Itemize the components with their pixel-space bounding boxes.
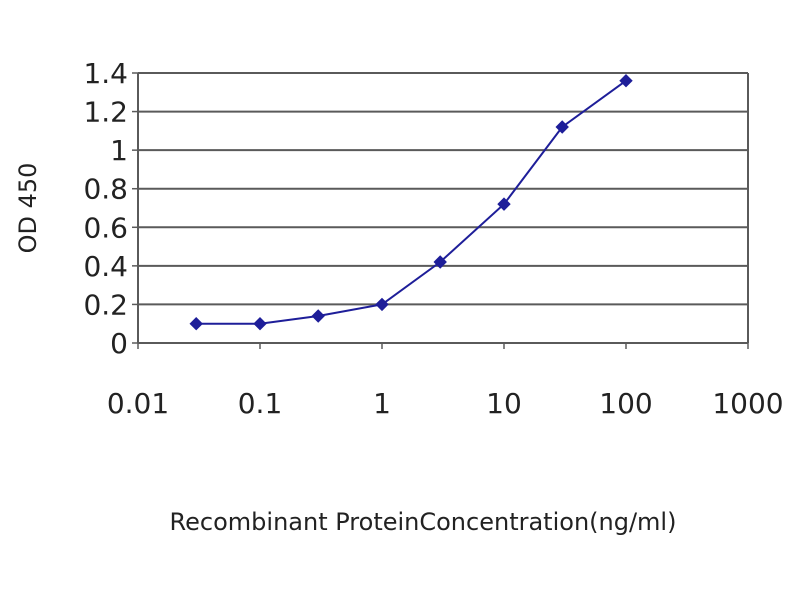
- y-tick-label: 0.4: [83, 250, 128, 283]
- x-axis-title: Recombinant ProteinConcentration(ng/ml): [170, 508, 677, 536]
- data-point-2: [311, 309, 325, 323]
- y-tick-label: 1.2: [83, 96, 128, 129]
- x-tick-label: 1000: [712, 387, 783, 420]
- series-layer: [189, 74, 633, 331]
- grid-layer: [138, 72, 748, 306]
- y-tick-label: 0.8: [83, 173, 128, 206]
- x-tick-label: 100: [599, 387, 652, 420]
- x-tick-label: 0.1: [238, 387, 283, 420]
- y-axis-title: OD 450: [14, 163, 42, 254]
- tick-layer: 0 0.2 0.4 0.6 0.8 1 1.2 1.4 0.01 0.1 1 10 100 1000: [83, 57, 783, 420]
- x-tick-label: 0.01: [107, 387, 169, 420]
- x-tick-label: 1: [373, 387, 391, 420]
- y-tick-label: 0.6: [83, 211, 128, 244]
- data-point-1: [253, 317, 267, 331]
- plot-area: [138, 73, 748, 343]
- y-tick-label: 1.4: [83, 57, 128, 90]
- data-point-7: [619, 74, 633, 88]
- data-point-3: [375, 297, 389, 312]
- y-tick-label: 0.2: [83, 288, 128, 321]
- data-point-6: [555, 120, 569, 134]
- data-point-5: [497, 197, 511, 211]
- y-tick-label: 0: [110, 327, 128, 360]
- y-tick-label: 1: [110, 134, 128, 167]
- axis-layer: [137, 73, 749, 344]
- x-tick-label: 10: [486, 387, 522, 420]
- data-point-4: [433, 255, 447, 269]
- data-point-0: [189, 317, 203, 331]
- series-line: [196, 79, 627, 325]
